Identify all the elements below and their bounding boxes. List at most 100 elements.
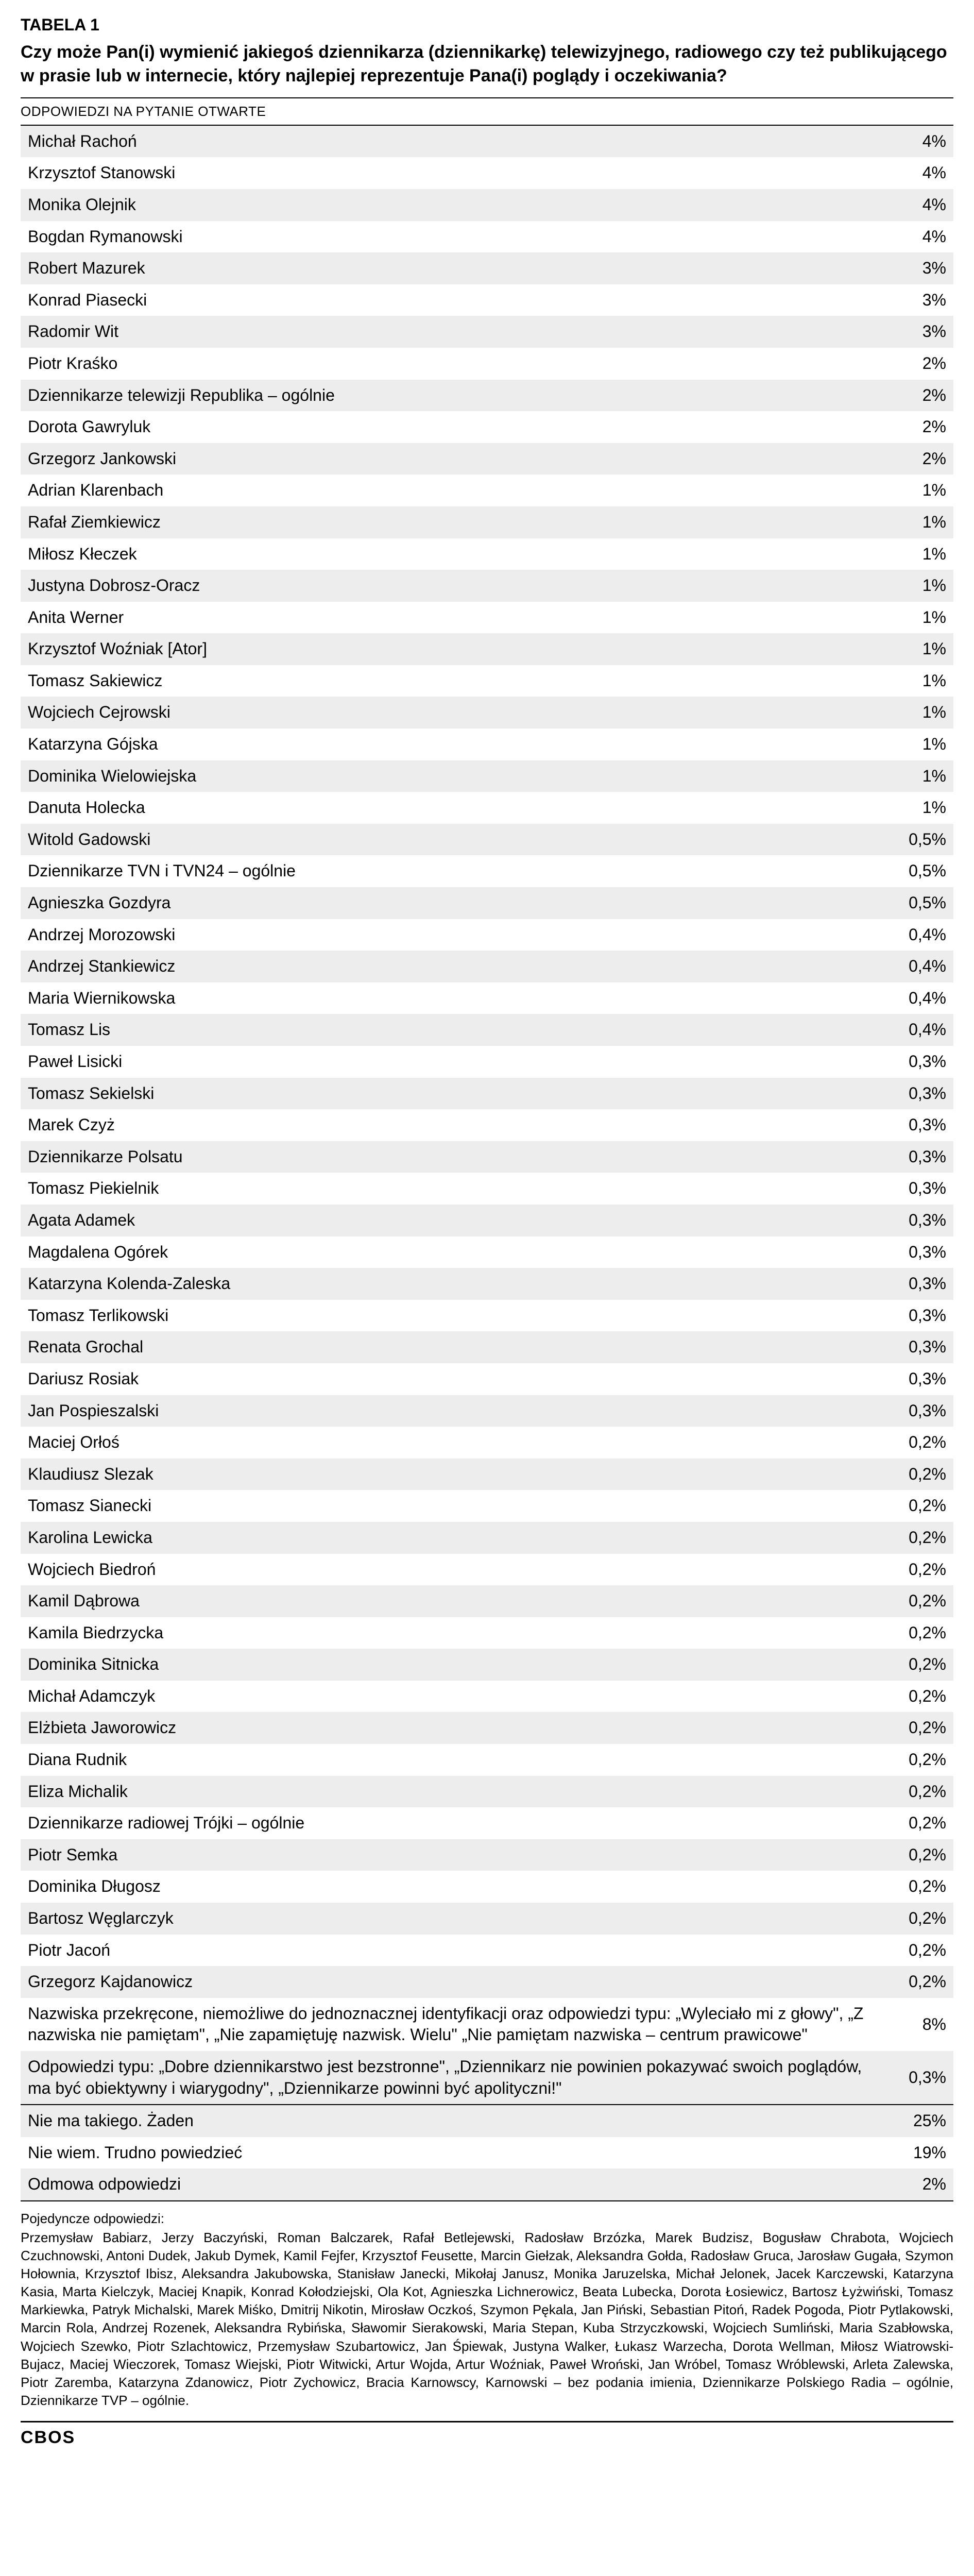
table-row: Agata Adamek0,3% [21,1205,953,1236]
row-label: Tomasz Sianecki [28,1495,884,1517]
row-label: Rafał Ziemkiewicz [28,512,884,533]
table-row: Nazwiska przekręcone, niemożliwe do jedn… [21,1998,953,2051]
row-label: Agnieszka Gozdyra [28,892,884,914]
row-value: 0,3% [884,1368,946,1390]
table-row: Grzegorz Kajdanowicz0,2% [21,1966,953,1998]
row-label: Katarzyna Gójska [28,734,884,755]
row-label: Katarzyna Kolenda-Zaleska [28,1273,884,1295]
table-row: Dominika Sitnicka0,2% [21,1649,953,1681]
row-label: Marek Czyż [28,1114,884,1136]
row-label: Bogdan Rymanowski [28,226,884,248]
row-label: Tomasz Sekielski [28,1083,884,1105]
row-value: 2% [884,353,946,375]
row-value: 0,5% [884,892,946,914]
row-label: Konrad Piasecki [28,290,884,311]
table-row: Tomasz Sianecki0,2% [21,1490,953,1522]
row-value: 0,4% [884,988,946,1009]
table-row: Katarzyna Gójska1% [21,728,953,760]
row-value: 3% [884,258,946,279]
row-value: 1% [884,797,946,819]
row-label: Robert Mazurek [28,258,884,279]
survey-question: Czy może Pan(i) wymienić jakiegoś dzienn… [21,41,953,88]
footnote-intro: Pojedyncze odpowiedzi: [21,2211,953,2227]
row-label: Tomasz Lis [28,1019,884,1041]
row-value: 0,2% [884,1717,946,1739]
row-label: Tomasz Sakiewicz [28,670,884,692]
survey-table: TABELA 1 Czy może Pan(i) wymienić jakieg… [21,15,953,2448]
row-value: 0,3% [884,1178,946,1199]
table-row: Diana Rudnik0,2% [21,1744,953,1776]
row-value: 1% [884,575,946,597]
row-label: Nazwiska przekręcone, niemożliwe do jedn… [28,2003,884,2046]
row-label: Krzysztof Woźniak [Ator] [28,638,884,660]
section-divider [21,2200,953,2201]
table-row: Dziennikarze TVN i TVN24 – ogólnie0,5% [21,855,953,887]
row-label: Monika Olejnik [28,194,884,216]
row-label: Adrian Klarenbach [28,480,884,501]
table-row: Agnieszka Gozdyra0,5% [21,887,953,919]
row-label: Klaudiusz Slezak [28,1464,884,1485]
table-row: Grzegorz Jankowski2% [21,443,953,475]
row-value: 19% [884,2142,946,2164]
table-row: Nie wiem. Trudno powiedzieć19% [21,2137,953,2169]
table-row: Michał Adamczyk0,2% [21,1681,953,1713]
row-label: Odpowiedzi typu: „Dobre dziennikarstwo j… [28,2056,884,2099]
row-label: Paweł Lisicki [28,1051,884,1073]
row-value: 1% [884,544,946,565]
table-row: Krzysztof Stanowski4% [21,157,953,189]
row-label: Justyna Dobrosz-Oracz [28,575,884,597]
row-label: Piotr Semka [28,1844,884,1866]
table-row: Andrzej Morozowski0,4% [21,919,953,951]
table-row: Dariusz Rosiak0,3% [21,1363,953,1395]
row-value: 0,5% [884,829,946,851]
row-label: Agata Adamek [28,1210,884,1231]
table-row: Michał Rachoń4% [21,126,953,158]
row-value: 0,3% [884,2067,946,2089]
row-label: Andrzej Morozowski [28,924,884,946]
footnote-names: Przemysław Babiarz, Jerzy Baczyński, Rom… [21,2229,953,2410]
row-value: 0,2% [884,1495,946,1517]
row-label: Andrzej Stankiewicz [28,956,884,977]
table-row: Odpowiedzi typu: „Dobre dziennikarstwo j… [21,2051,953,2104]
row-value: 0,2% [884,1781,946,1803]
row-value: 2% [884,448,946,470]
table-row: Tomasz Terlikowski0,3% [21,1300,953,1332]
table-row: Dominika Wielowiejska1% [21,760,953,792]
table-row: Danuta Holecka1% [21,792,953,824]
row-label: Grzegorz Jankowski [28,448,884,470]
table-row: Krzysztof Woźniak [Ator]1% [21,633,953,665]
row-label: Anita Werner [28,607,884,629]
footer: CBOS [21,2421,953,2448]
row-value: 1% [884,638,946,660]
row-value: 2% [884,416,946,438]
row-value: 2% [884,2174,946,2195]
row-label: Kamil Dąbrowa [28,1590,884,1612]
row-label: Dominika Długosz [28,1876,884,1897]
table-row: Paweł Lisicki0,3% [21,1046,953,1078]
table-label: TABELA 1 [21,15,953,35]
cbos-logo: CBOS [21,2428,953,2448]
row-label: Michał Rachoń [28,131,884,152]
row-value: 8% [884,2014,946,2036]
table-row: Adrian Klarenbach1% [21,474,953,506]
row-label: Tomasz Piekielnik [28,1178,884,1199]
table-row: Konrad Piasecki3% [21,284,953,316]
table-row: Tomasz Lis0,4% [21,1014,953,1046]
row-label: Dziennikarze telewizji Republika – ogóln… [28,385,884,406]
row-value: 1% [884,766,946,787]
row-value: 4% [884,162,946,184]
row-label: Piotr Kraśko [28,353,884,375]
row-value: 0,2% [884,1971,946,1993]
table-row: Wojciech Cejrowski1% [21,697,953,728]
row-value: 0,2% [884,1686,946,1707]
closing-response-list: Nie ma takiego. Żaden25%Nie wiem. Trudno… [21,2105,953,2200]
answers-subheader: ODPOWIEDZI NA PYTANIE OTWARTE [21,97,953,126]
row-value: 0,3% [884,1210,946,1231]
table-row: Tomasz Piekielnik0,3% [21,1173,953,1205]
row-value: 1% [884,512,946,533]
row-label: Renata Grochal [28,1336,884,1358]
row-value: 0,3% [884,1051,946,1073]
row-label: Dominika Wielowiejska [28,766,884,787]
table-row: Renata Grochal0,3% [21,1331,953,1363]
row-value: 4% [884,226,946,248]
